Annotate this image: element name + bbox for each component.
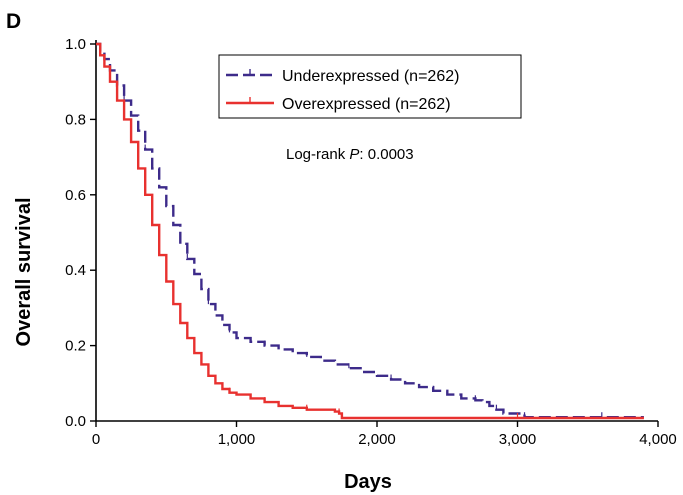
x-tick-label: 1,000 bbox=[218, 431, 256, 448]
legend-box bbox=[218, 54, 522, 119]
x-tick-label: 2,000 bbox=[358, 431, 396, 448]
logrank-prefix: Log-rank bbox=[286, 146, 349, 163]
x-tick-label: 4,000 bbox=[639, 431, 677, 448]
panel-label: D bbox=[6, 10, 21, 33]
y-axis-title: Overall survival bbox=[13, 198, 35, 347]
logrank-p: P bbox=[349, 146, 359, 163]
y-tick-label: 0.6 bbox=[65, 187, 86, 204]
series-layer bbox=[96, 42, 644, 420]
x-axis-title: Days bbox=[344, 471, 392, 493]
y-tick-label: 0.4 bbox=[65, 262, 86, 279]
y-tick-label: 1.0 bbox=[65, 36, 86, 53]
y-tick-label: 0.8 bbox=[65, 111, 86, 128]
logrank-value: : 0.0003 bbox=[359, 146, 413, 163]
axis-ticks: 0.0 0.2 0.4 0.6 0.8 1.0 0 1,000 2,000 3,000 4,000 bbox=[65, 36, 677, 448]
legend-label-underexpressed: Underexpressed (n=262) bbox=[282, 68, 459, 85]
legend-label-overexpressed: Overexpressed (n=262) bbox=[282, 96, 451, 113]
logrank-annotation: Log-rank P: 0.0003 bbox=[286, 146, 414, 163]
x-tick-label: 3,000 bbox=[499, 431, 537, 448]
y-tick-label: 0.2 bbox=[65, 338, 86, 355]
x-tick-label: 0 bbox=[92, 431, 100, 448]
legend: Underexpressed (n=262) Overexpressed (n=… bbox=[218, 54, 522, 119]
y-tick-label: 0.0 bbox=[65, 413, 86, 430]
